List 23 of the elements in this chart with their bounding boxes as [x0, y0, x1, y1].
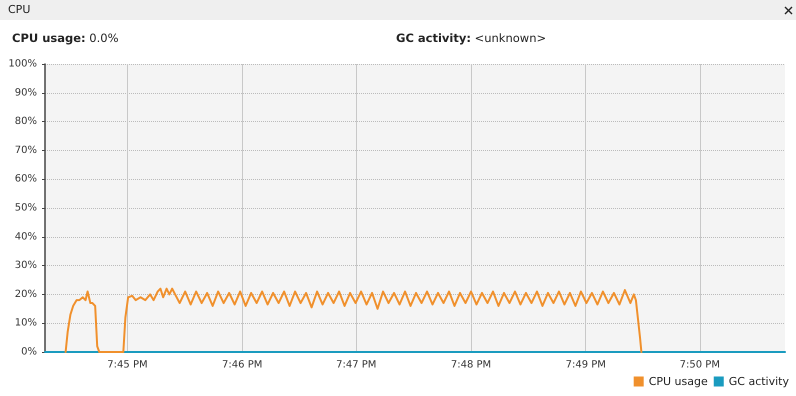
- y-tick-label: 100%: [8, 58, 37, 70]
- y-tick-label: 70%: [14, 144, 37, 156]
- y-tick-label: 80%: [14, 116, 37, 128]
- x-tick-label: 7:45 PM: [107, 360, 148, 370]
- y-tick-label: 50%: [14, 202, 37, 214]
- text: GC activity: <unknown>: [396, 31, 546, 45]
- legend-label: CPU usage: [648, 375, 708, 388]
- y-tick-label: 20%: [14, 288, 37, 300]
- y-tick-label: 0%: [21, 346, 37, 358]
- legend-label: GC activity: [728, 375, 790, 388]
- x-tick-label: 7:50 PM: [680, 360, 720, 370]
- line-series: [64, 288, 642, 353]
- text: CPU usage: 0.0%: [12, 31, 119, 45]
- x-tick-label: 7:46 PM: [222, 360, 262, 370]
- y-tick-label: 40%: [14, 231, 37, 242]
- x-tick-label: 7:47 PM: [336, 360, 376, 370]
- y-tick-label: 60%: [14, 174, 37, 185]
- y-tick-label: 10%: [14, 318, 37, 329]
- y-tick-label: 30%: [14, 260, 37, 272]
- x-tick-label: 7:48 PM: [450, 360, 492, 370]
- chart-title: CPU: [8, 3, 30, 16]
- y-tick-label: 90%: [14, 87, 37, 98]
- x-tick-label: 7:49 PM: [566, 360, 606, 370]
